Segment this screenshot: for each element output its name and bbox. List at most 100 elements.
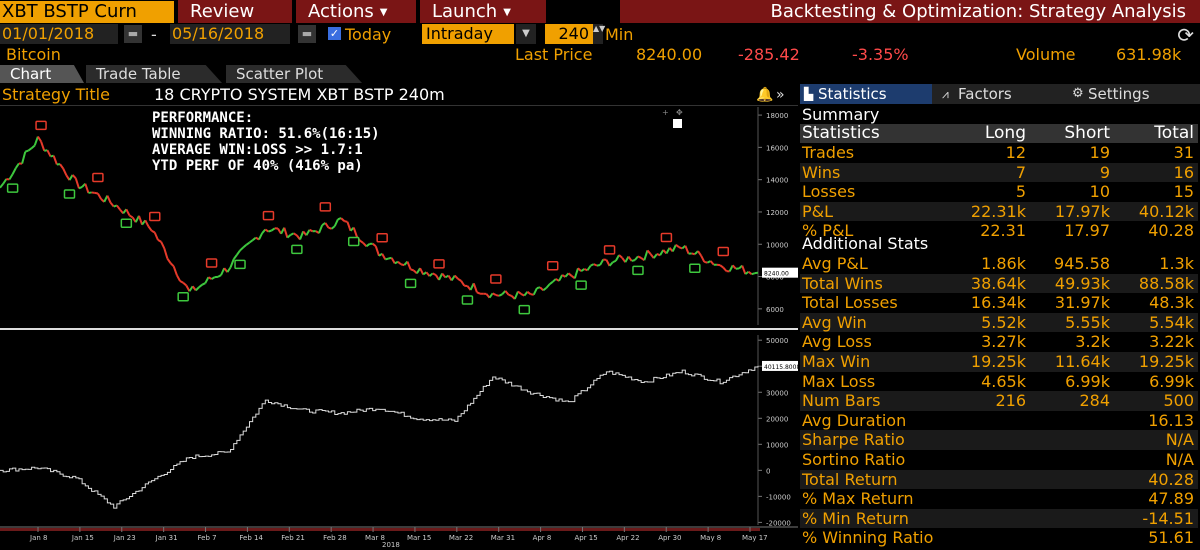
- zoom-reset-icon[interactable]: [673, 119, 682, 128]
- price-segment: [268, 229, 272, 233]
- summary-title: Summary: [802, 105, 880, 124]
- price-segment: [333, 218, 339, 227]
- review-menu[interactable]: Review: [178, 0, 292, 23]
- x-tick-label: Jan 23: [113, 534, 136, 542]
- price-segment: [220, 267, 226, 276]
- buy-marker: [347, 236, 360, 247]
- price-segment: [109, 202, 115, 208]
- stat-total: 40.12k: [1138, 201, 1194, 221]
- y-tick-label: 10000: [766, 241, 788, 249]
- price-segment: [615, 254, 620, 262]
- volume-label: Volume: [1016, 45, 1076, 64]
- price-segment: [397, 261, 402, 266]
- price-segment: [751, 272, 756, 276]
- tab-statistics[interactable]: ▙ Statistics: [800, 84, 932, 104]
- tab-factors[interactable]: ⩘ Factors: [940, 84, 1064, 104]
- tab-chart[interactable]: Chart: [0, 65, 84, 83]
- refresh-icon[interactable]: ⟳: [1177, 23, 1194, 47]
- stats-row: Losses 5 10 15: [800, 182, 1198, 202]
- price-segment: [299, 231, 305, 240]
- date-range-bar: 01/01/2018 ▬ - 05/16/2018 ▬ ✓ Today Intr…: [0, 23, 1200, 47]
- move-icon[interactable]: ✥: [676, 108, 683, 117]
- y-tick-label: 50000: [766, 337, 788, 345]
- stats-row: Avg Duration 16.13: [800, 411, 1198, 431]
- price-segment: [684, 245, 690, 254]
- price-segment: [71, 174, 77, 179]
- stat-name: % Max Return: [802, 489, 914, 509]
- tab-scatter-plot[interactable]: Scatter Plot: [226, 65, 362, 83]
- annotation-line: WINNING RATIO: 51.6%(16:15): [152, 126, 380, 142]
- y-tick-label: 14000: [766, 177, 788, 185]
- end-date-input[interactable]: 05/16/2018: [170, 24, 290, 44]
- actions-menu[interactable]: Actions ▼: [296, 0, 416, 23]
- app-title: Backtesting & Optimization: Strategy Ana…: [620, 0, 1200, 23]
- stat-short: 11.64k: [1054, 352, 1110, 371]
- price-segment: [116, 204, 121, 211]
- gear-icon: ⚙: [1072, 86, 1084, 101]
- price-segment: [517, 290, 522, 295]
- security-ticker-field[interactable]: XBT BSTP Curn: [0, 1, 174, 23]
- price-segment: [656, 253, 661, 257]
- tab-settings[interactable]: ⚙ Settings: [1070, 84, 1196, 104]
- stat-short: 19: [1089, 143, 1110, 162]
- sell-marker: [92, 172, 104, 183]
- stat-short: 17.97k: [1054, 201, 1110, 221]
- sell-marker: [660, 232, 673, 243]
- stat-short: 31.97k: [1054, 293, 1110, 313]
- price-segment: [406, 261, 412, 270]
- stats-row: Max Win 19.25k 11.64k 19.25k: [800, 352, 1198, 372]
- price-segment: [552, 278, 557, 283]
- actions-menu-label: Actions: [308, 1, 374, 22]
- price-segment: [460, 280, 466, 287]
- price-segment: [532, 287, 538, 296]
- collapse-panel-icon[interactable]: »: [776, 87, 785, 103]
- price-segment: [744, 270, 750, 275]
- bell-icon[interactable]: 🔔: [756, 87, 774, 103]
- price-segment: [590, 263, 595, 267]
- price-segment: [106, 195, 112, 204]
- interval-input[interactable]: 240: [545, 24, 593, 44]
- y-tick-label: 16000: [766, 144, 788, 152]
- x-tick-label: Jan 8: [29, 534, 47, 542]
- price-segment: [741, 265, 747, 275]
- price-segment: [634, 255, 639, 261]
- tab-trade-table[interactable]: Trade Table: [86, 65, 222, 83]
- chevron-down-icon: ▼: [379, 6, 388, 18]
- price-segment: [352, 227, 358, 238]
- stat-short: 10: [1089, 182, 1110, 202]
- stats-row: % Winning Ratio 51.61: [800, 528, 1198, 548]
- buy-marker: [177, 292, 189, 302]
- today-checkbox[interactable]: ✓: [328, 27, 341, 40]
- price-segment: [488, 292, 494, 299]
- calendar-icon[interactable]: ▬: [124, 25, 142, 43]
- price-segment: [74, 177, 80, 189]
- stat-name: % Winning Ratio: [802, 528, 934, 548]
- equity-pane: 50000400003000020000100000-10000-2000040…: [0, 335, 798, 527]
- buy-marker: [518, 304, 531, 315]
- chevron-down-icon[interactable]: ▼: [516, 24, 536, 44]
- col-short: Short: [1064, 123, 1110, 143]
- stat-name: % Min Return: [802, 508, 909, 528]
- launch-menu[interactable]: Launch ▼: [420, 0, 546, 23]
- tab-factors-label: Factors: [958, 85, 1012, 103]
- stat-total: 16: [1173, 162, 1194, 182]
- price-segment: [11, 167, 17, 175]
- crosshair-icon[interactable]: +: [662, 108, 669, 117]
- price-segment: [27, 147, 33, 152]
- y-tick-label: 0: [766, 467, 770, 475]
- price-segment: [385, 257, 389, 261]
- interval-stepper-icon[interactable]: ▲▼: [593, 24, 605, 44]
- y-tick-label: 20000: [766, 415, 788, 423]
- last-value-tag: [762, 267, 798, 278]
- stats-row: Avg Loss 3.27k 3.2k 3.22k: [800, 332, 1198, 352]
- price-segment: [422, 271, 427, 276]
- equity-line: [0, 365, 759, 509]
- frequency-dropdown[interactable]: Intraday: [422, 24, 514, 44]
- price-segment: [700, 255, 706, 263]
- stat-total: 51.61: [1148, 528, 1194, 548]
- price-segment: [14, 162, 20, 169]
- start-date-input[interactable]: 01/01/2018: [0, 24, 118, 44]
- trend-icon: ⩘: [942, 87, 949, 101]
- calendar-icon[interactable]: ▬: [298, 25, 316, 43]
- col-long: Long: [984, 123, 1026, 143]
